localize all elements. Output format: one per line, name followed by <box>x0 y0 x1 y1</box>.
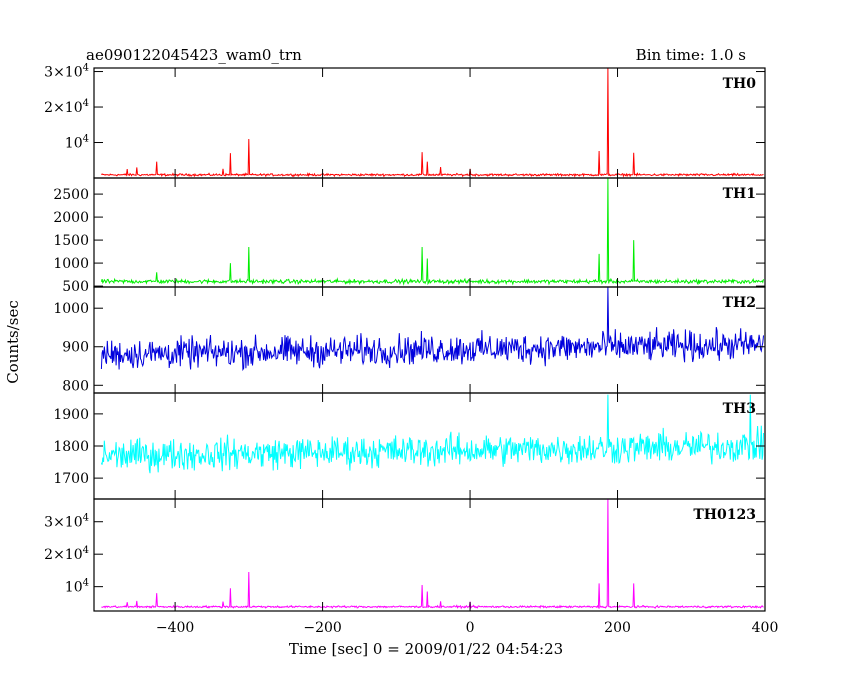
series-line-th0 <box>101 67 764 178</box>
y-tick-label: 1900 <box>53 407 89 423</box>
y-tick-label: 2×104 <box>44 98 89 116</box>
chart-title: ae090122045423_wam0_trn <box>86 46 302 64</box>
y-tick-label: 1800 <box>53 439 89 455</box>
y-tick-label: 1000 <box>53 301 89 317</box>
panel-th2: 800 900 1000 TH2 <box>53 286 766 394</box>
y-tick-label: 800 <box>62 378 89 394</box>
x-tick-label: −400 <box>156 620 194 636</box>
x-axis-label: Time [sec] 0 = 2009/01/22 04:54:23 <box>289 640 563 658</box>
panel-name-label: TH2 <box>723 295 756 311</box>
panel-frame <box>93 67 766 179</box>
y-tick-label: 2500 <box>53 187 89 203</box>
panel-frame <box>93 498 766 612</box>
y-axis-label: Counts/sec <box>4 300 22 384</box>
series-line-th1 <box>100 177 764 286</box>
y-tick-label: 3×104 <box>44 513 89 531</box>
y-tick-label: 900 <box>62 340 89 356</box>
y-tick-label: 1700 <box>53 471 89 487</box>
panel-frame <box>93 177 766 288</box>
panel-name-label: TH3 <box>723 401 756 417</box>
panel-th1: 500 1000 1500 2000 2500 TH1 <box>53 177 766 295</box>
panel-th3: 1700 1800 1900 TH3 <box>53 392 766 500</box>
x-tick-label: −200 <box>303 620 341 636</box>
panel-name-label: TH0123 <box>693 507 756 523</box>
y-tick-label: 104 <box>65 578 89 596</box>
x-tick-label: 200 <box>604 620 631 636</box>
y-tick-label: 500 <box>62 279 89 295</box>
x-tick-label: 0 <box>466 620 475 636</box>
y-tick-label: 1000 <box>53 256 89 272</box>
y-tick-label: 104 <box>65 134 89 152</box>
panel-th0123: 104 2×104 3×104 TH0123 <box>44 498 766 612</box>
series-line-th3 <box>100 394 764 474</box>
y-tick-label: 1500 <box>53 233 89 249</box>
bin-time-label: Bin time: 1.0 s <box>636 46 746 64</box>
panel-th0: 104 2×104 3×104 TH0 <box>44 63 766 179</box>
y-tick-label: 2×104 <box>44 545 89 563</box>
series-line-th2 <box>100 286 764 372</box>
x-tick-label: 400 <box>752 620 779 636</box>
panel-name-label: TH0 <box>723 76 757 92</box>
panel-name-label: TH1 <box>723 186 756 202</box>
y-tick-label: 3×104 <box>44 63 89 81</box>
y-tick-label: 2000 <box>53 210 89 226</box>
series-line-th0123 <box>101 498 764 610</box>
panel-frame <box>93 392 766 500</box>
